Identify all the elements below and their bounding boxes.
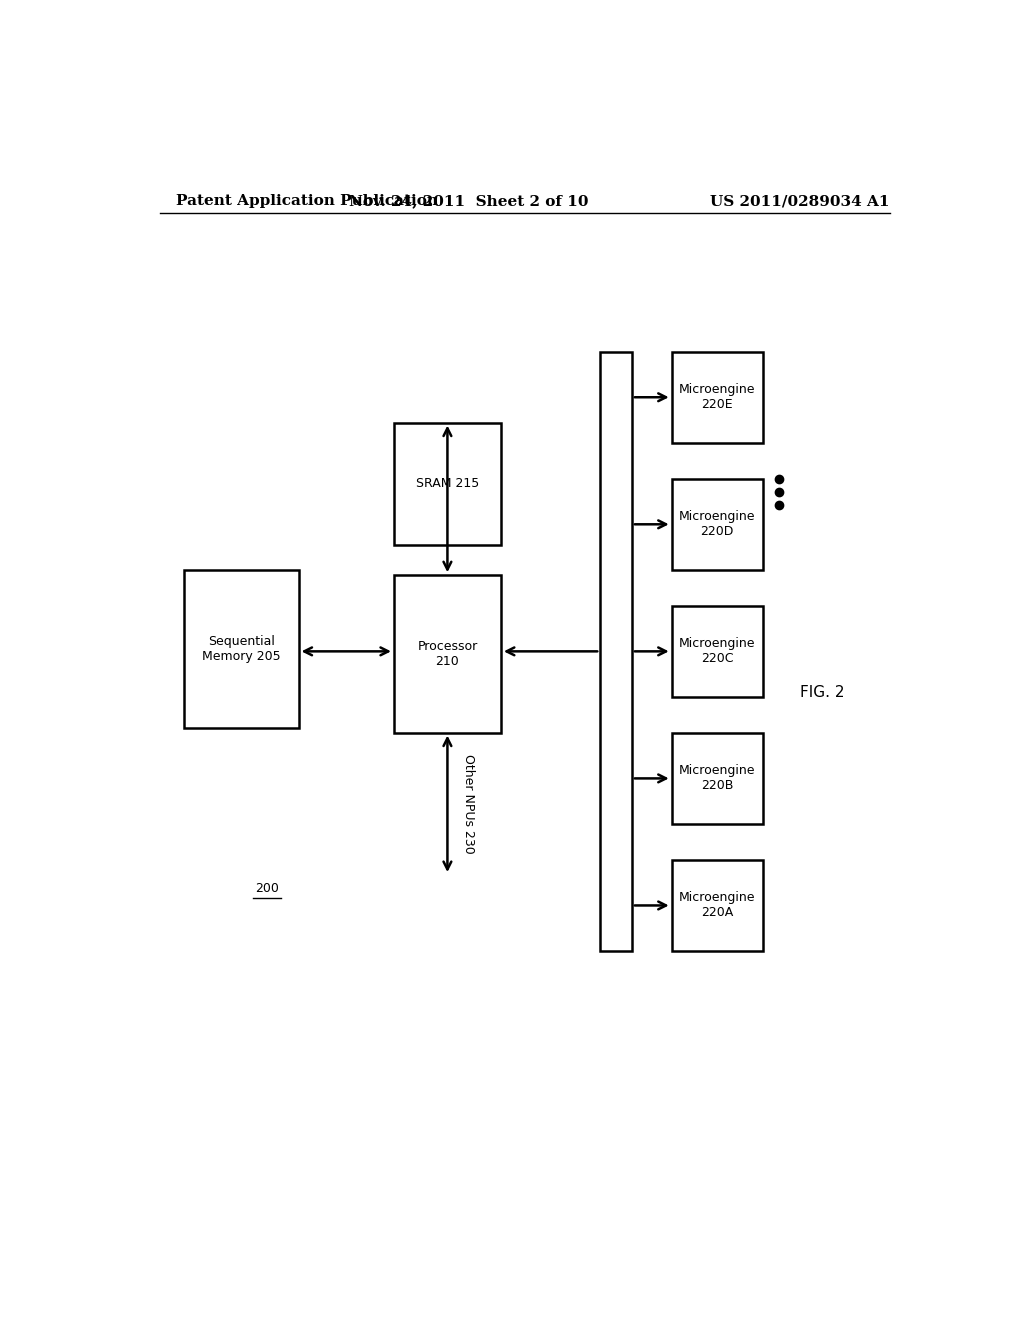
Text: FIG. 2: FIG. 2 <box>800 685 845 700</box>
FancyBboxPatch shape <box>672 606 763 697</box>
Text: Microengine
220A: Microengine 220A <box>679 891 756 920</box>
FancyBboxPatch shape <box>600 351 632 952</box>
Text: Processor
210: Processor 210 <box>418 640 477 668</box>
Text: US 2011/0289034 A1: US 2011/0289034 A1 <box>711 194 890 209</box>
FancyBboxPatch shape <box>672 859 763 952</box>
FancyBboxPatch shape <box>672 479 763 570</box>
FancyBboxPatch shape <box>672 733 763 824</box>
Text: Microengine
220C: Microengine 220C <box>679 638 756 665</box>
Text: Patent Application Publication: Patent Application Publication <box>176 194 437 209</box>
Text: Nov. 24, 2011  Sheet 2 of 10: Nov. 24, 2011 Sheet 2 of 10 <box>349 194 589 209</box>
Text: SRAM 215: SRAM 215 <box>416 477 479 490</box>
FancyBboxPatch shape <box>394 576 501 733</box>
FancyBboxPatch shape <box>394 422 501 545</box>
Text: 200: 200 <box>255 882 279 895</box>
FancyBboxPatch shape <box>183 570 299 727</box>
Text: Other NPUs 230: Other NPUs 230 <box>462 754 475 854</box>
Text: Sequential
Memory 205: Sequential Memory 205 <box>202 635 281 663</box>
Text: Microengine
220E: Microengine 220E <box>679 383 756 412</box>
Text: Microengine
220D: Microengine 220D <box>679 511 756 539</box>
Text: Microengine
220B: Microengine 220B <box>679 764 756 792</box>
FancyBboxPatch shape <box>672 351 763 444</box>
